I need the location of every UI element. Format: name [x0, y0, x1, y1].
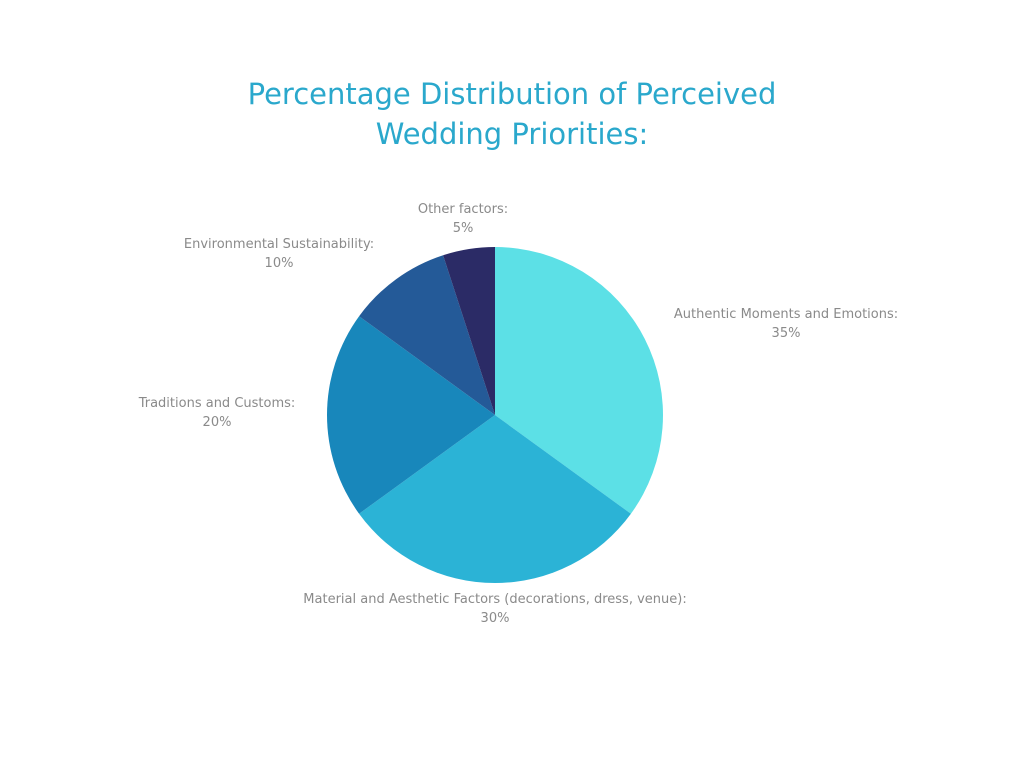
slice-value-label-2: 30% — [481, 611, 510, 626]
slice-value-label-3: 20% — [203, 415, 232, 430]
pie-slice-5 — [443, 247, 495, 415]
slice-label-2: Material and Aesthetic Factors (decorati… — [303, 592, 686, 607]
slice-label-1: Authentic Moments and Emotions: — [674, 307, 898, 322]
slice-label-3: Traditions and Customs: — [138, 396, 296, 411]
pie-slice-4 — [359, 255, 495, 415]
chart-title: Percentage Distribution of Perceived Wed… — [0, 74, 1024, 154]
pie-slice-3 — [327, 316, 495, 514]
slice-value-label-4: 10% — [265, 256, 294, 271]
slice-value-label-5: 5% — [453, 221, 474, 236]
pie-slices — [327, 247, 663, 583]
chart-title-line-2: Wedding Priorities: — [375, 117, 649, 151]
pie-slice-2 — [359, 415, 631, 583]
pie-slice-1 — [495, 247, 663, 514]
slice-value-label-1: 35% — [772, 326, 801, 341]
pie-labels: Authentic Moments and Emotions: 35% Materi… — [138, 202, 898, 626]
slice-label-4: Environmental Sustainability: — [184, 237, 374, 252]
slice-label-5: Other factors: — [418, 202, 508, 217]
chart-title-line-1: Percentage Distribution of Perceived — [247, 77, 777, 111]
